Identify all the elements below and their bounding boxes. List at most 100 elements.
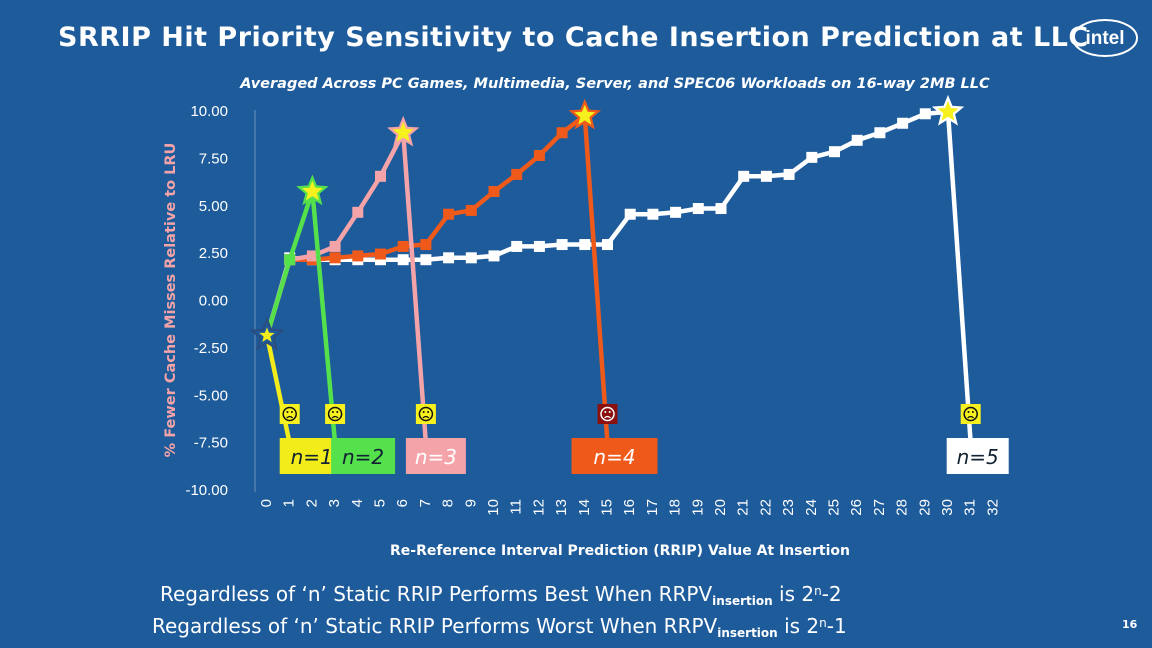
footer-worst-prefix: Regardless of ‘n’ Static RRIP Performs W… <box>152 614 718 638</box>
x-tick-label: 14 <box>576 499 593 516</box>
y-tick-label: -7.50 <box>194 435 228 452</box>
footer-worst-suffix: -1 <box>826 614 847 638</box>
x-tick-label: 2 <box>303 499 320 507</box>
data-point-n=5 <box>851 134 863 146</box>
series-label-box-n=3 <box>405 438 466 474</box>
y-tick-label: 10.00 <box>190 103 228 120</box>
data-point-n=5 <box>897 117 909 129</box>
data-point-n=4 <box>488 185 500 197</box>
data-point-n=5 <box>919 108 931 120</box>
data-point-n=5 <box>488 250 500 262</box>
series-line-n=5 <box>264 109 973 444</box>
series-label-n=4: n=4 <box>593 445 635 469</box>
data-point-n=5 <box>692 203 704 215</box>
series-label-box-n=4 <box>571 438 658 474</box>
data-point-n=2 <box>284 254 296 266</box>
footer-best-mid: is 2 <box>772 582 815 606</box>
x-tick-label: 15 <box>598 499 615 516</box>
data-point-n=4 <box>533 149 545 161</box>
data-point-n=5 <box>375 254 386 266</box>
worst-face-icon-n=2 <box>327 406 343 422</box>
x-tick-label: 11 <box>508 499 525 515</box>
data-point-n=5 <box>760 170 772 182</box>
data-point-n=4 <box>352 250 364 262</box>
x-tick-label: 26 <box>848 499 865 516</box>
footer-worst-sup: n <box>819 616 827 630</box>
x-tick-label: 21 <box>735 499 752 516</box>
worst-face-mouth-n=2 <box>331 415 339 419</box>
footer-worst-sub: insertion <box>717 626 778 640</box>
series-label-n=1: n=1 <box>291 445 333 469</box>
series-line-n=4 <box>264 113 610 444</box>
x-tick-label: 28 <box>894 499 911 516</box>
x-tick-label: 7 <box>417 499 434 507</box>
worst-face-mouth-n=5 <box>967 415 975 419</box>
worst-face-eye-n=3 <box>427 411 430 413</box>
worst-face-eye-n=5 <box>967 411 970 413</box>
x-tick-label: 13 <box>553 499 570 516</box>
data-point-n=5 <box>783 168 795 180</box>
best-star-inner-n=3 <box>392 121 414 142</box>
x-tick-label: 18 <box>667 499 684 516</box>
x-tick-label: 0 <box>258 499 275 507</box>
footer-best-prefix: Regardless of ‘n’ Static RRIP Performs B… <box>160 582 713 606</box>
footer-best-sub: insertion <box>712 594 773 608</box>
worst-face-mouth-n=1 <box>286 415 294 419</box>
series-label-n=3: n=3 <box>415 445 457 469</box>
y-tick-label: -10.00 <box>185 482 228 499</box>
chart-subtitle: Averaged Across PC Games, Multimedia, Se… <box>240 76 990 92</box>
x-tick-label: 3 <box>326 499 343 507</box>
x-tick-label: 27 <box>871 499 888 516</box>
x-tick-label: 20 <box>712 499 729 516</box>
y-tick-label: 7.50 <box>199 150 228 167</box>
slide-title: SRRIP Hit Priority Sensitivity to Cache … <box>58 22 1089 53</box>
footer-best-sup: n <box>814 584 822 598</box>
worst-face-eye-n=3 <box>422 411 425 413</box>
data-point-n=3 <box>352 206 364 218</box>
data-point-n=5 <box>443 252 455 264</box>
data-point-n=5 <box>806 151 818 163</box>
data-point-n=5 <box>420 254 432 266</box>
worst-face-eye-n=1 <box>290 411 293 413</box>
x-tick-label: 4 <box>349 499 366 507</box>
y-tick-label: 5.00 <box>199 198 228 215</box>
data-point-n=5 <box>874 127 886 139</box>
y-tick-label: -2.50 <box>194 340 228 357</box>
data-point-n=5 <box>738 170 750 182</box>
series-line-n=3 <box>264 130 429 444</box>
y-tick-label: 0.00 <box>199 293 228 310</box>
data-point-n=4 <box>420 239 432 251</box>
data-point-n=5 <box>624 208 636 220</box>
worst-face-eye-n=4 <box>604 411 607 413</box>
worst-face-eye-n=4 <box>608 411 611 413</box>
series-label-box-n=5 <box>946 438 1009 474</box>
data-point-n=5 <box>397 254 409 266</box>
best-star-inner-n=4 <box>574 104 596 125</box>
x-tick-label: 1 <box>281 499 298 507</box>
x-tick-label: 9 <box>462 499 479 507</box>
worst-face-icon-n=4 <box>600 406 615 422</box>
x-tick-label: 22 <box>757 499 774 516</box>
x-tick-label: 6 <box>394 499 411 507</box>
best-star-inner-n=2 <box>301 180 323 201</box>
data-point-n=5 <box>465 252 477 264</box>
worst-face-mouth-n=4 <box>604 415 611 419</box>
best-star-inner-n=5 <box>937 100 959 121</box>
x-tick-label: 25 <box>825 499 842 516</box>
data-point-n=3 <box>306 250 318 262</box>
x-tick-label: 12 <box>530 499 547 516</box>
data-point-n=4 <box>511 168 523 180</box>
data-point-n=3 <box>375 170 386 182</box>
footer-line-worst: Regardless of ‘n’ Static RRIP Performs W… <box>152 614 1152 640</box>
series-label-n=5: n=5 <box>957 445 999 469</box>
x-tick-label: 24 <box>803 499 820 516</box>
series-label-n=2: n=2 <box>342 445 384 469</box>
data-point-n=4 <box>329 252 341 264</box>
series-label-box-n=2 <box>331 438 396 474</box>
worst-face-eye-n=5 <box>971 411 974 413</box>
x-tick-label: 17 <box>644 499 661 516</box>
worst-face-mouth-n=3 <box>422 415 430 419</box>
worst-face-eye-n=2 <box>336 411 339 413</box>
data-point-n=5 <box>715 203 727 215</box>
